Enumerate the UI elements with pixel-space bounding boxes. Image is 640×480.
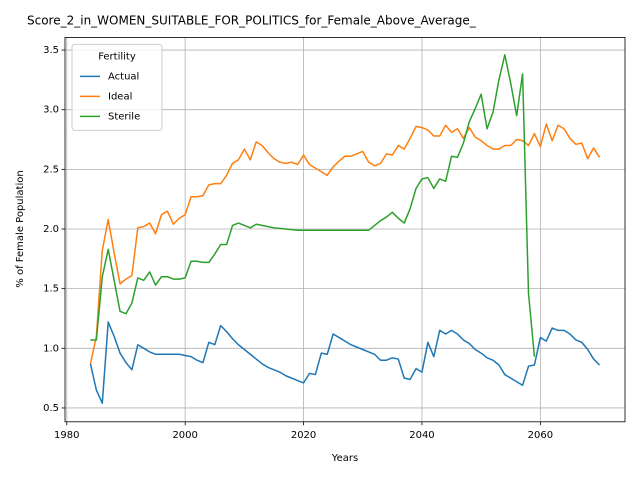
- x-tick-label: 2060: [528, 430, 553, 441]
- y-tick-label: 1.5: [43, 284, 59, 295]
- chart-title: Score_2_in_WOMEN_SUITABLE_FOR_POLITICS_f…: [27, 14, 477, 28]
- plot-frame: [64, 37, 626, 423]
- x-tick-label: 1980: [54, 430, 79, 441]
- legend-title: Fertility: [98, 51, 136, 62]
- line-series: [90, 54, 536, 357]
- legend-label: Sterile: [108, 111, 140, 122]
- x-axis-label: Years: [331, 453, 358, 464]
- line-series: [89, 123, 601, 364]
- line-series: [89, 321, 601, 404]
- legend-label: Ideal: [108, 91, 132, 102]
- legend-label: Actual: [108, 71, 139, 82]
- plot-area: [89, 54, 601, 404]
- y-tick-label: 1.0: [43, 343, 59, 354]
- y-tick-label: 2.5: [43, 164, 59, 175]
- y-tick-label: 3.0: [43, 105, 59, 116]
- x-tick-label: 2040: [409, 430, 434, 441]
- y-tick-label: 0.5: [43, 403, 59, 414]
- x-tick-label: 2000: [172, 430, 197, 441]
- y-axis-label: % of Female Population: [15, 170, 26, 287]
- y-tick-label: 2.0: [43, 224, 59, 235]
- y-tick-label: 3.5: [43, 45, 59, 56]
- x-tick-label: 2020: [291, 430, 316, 441]
- legend-box: [71, 43, 163, 131]
